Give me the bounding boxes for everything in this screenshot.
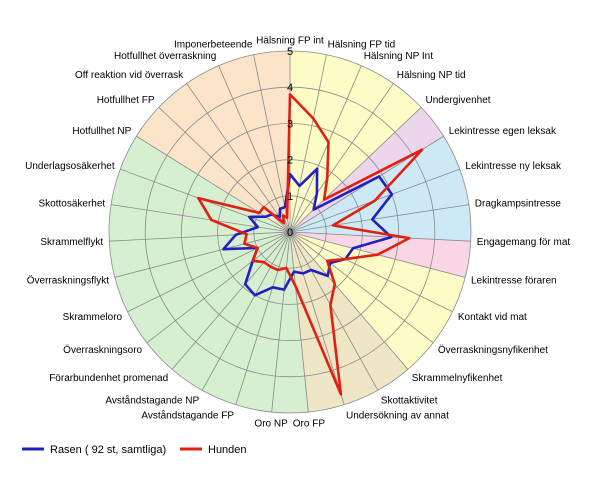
category-label-19: Förarbundenhet promenad — [49, 373, 168, 384]
spoke-15 — [289, 231, 309, 413]
category-label-3: Hälsning NP tid — [397, 70, 466, 81]
spoke-11 — [289, 231, 434, 344]
spoke-21 — [127, 231, 291, 313]
spoke-17 — [235, 231, 291, 405]
legend-label-0: Rasen ( 92 st, samtliga) — [50, 444, 166, 456]
category-label-15: Oro FP — [293, 419, 326, 430]
spoke-14 — [289, 231, 345, 405]
category-label-17: Avståndstagande FP — [141, 410, 234, 422]
tick-label-2: 2 — [287, 155, 293, 167]
category-label-9: Lekintresse föraren — [471, 276, 557, 287]
category-label-26: Hotfullhet NP — [72, 126, 131, 137]
category-label-21: Skrammeloro — [63, 312, 123, 323]
tick-label-5: 5 — [287, 46, 293, 58]
category-label-14: Undersökning av annat — [346, 411, 449, 422]
series-line-0 — [222, 167, 394, 297]
category-label-0: Hälsning FP int — [256, 36, 324, 47]
spoke-13 — [289, 231, 379, 391]
category-label-13: Skottaktivitet — [381, 395, 438, 406]
category-label-29: Hotfullhet överraskning — [114, 51, 216, 62]
category-label-12: Skrammelnyfikenhet — [412, 373, 503, 384]
category-label-30: Imponerbeteende — [174, 39, 253, 50]
sector-5 — [290, 232, 408, 413]
tick-label-1: 1 — [287, 191, 293, 203]
tick-label-0: 0 — [287, 227, 293, 239]
category-label-11: Överraskningsnyfikenhet — [438, 344, 548, 356]
spoke-18 — [201, 231, 291, 391]
category-label-16: Oro NP — [254, 419, 288, 430]
spoke-23 — [109, 231, 291, 242]
category-label-8: Engagemang för mat — [477, 237, 571, 248]
radar-series — [197, 93, 424, 396]
category-label-25: Underlagsosäkerhet — [25, 161, 115, 172]
spoke-16 — [271, 231, 291, 413]
category-label-6: Lekintresse ny leksak — [465, 161, 562, 172]
category-label-7: Dragkampsintresse — [475, 198, 562, 209]
spoke-22 — [114, 231, 291, 278]
sector-0 — [290, 51, 422, 232]
category-label-23: Skrammelflykt — [40, 237, 103, 248]
category-label-20: Överraskningsoro — [63, 344, 142, 356]
spoke-8 — [289, 231, 471, 242]
spoke-7 — [289, 204, 469, 233]
spoke-28 — [186, 83, 291, 233]
tick-label-4: 4 — [287, 82, 293, 94]
sector-7 — [136, 51, 290, 232]
spoke-1 — [289, 54, 327, 233]
category-label-22: Överraskningsflykt — [27, 275, 109, 287]
spoke-4 — [289, 107, 422, 233]
sector-6 — [109, 136, 309, 413]
spoke-20 — [146, 231, 291, 344]
spoke-2 — [289, 65, 362, 233]
spoke-12 — [289, 231, 409, 370]
spoke-30 — [253, 54, 291, 233]
spoke-24 — [111, 204, 291, 233]
category-label-24: Skottosäkerhet — [38, 198, 105, 209]
category-label-4: Undergivenhet — [426, 95, 491, 106]
spoke-29 — [218, 65, 291, 233]
category-label-18: Avståndstagande NP — [105, 394, 199, 406]
category-label-27: Hotfullhet FP — [97, 95, 155, 106]
category-label-1: Hälsning FP tid — [328, 39, 396, 50]
spoke-10 — [289, 231, 453, 313]
legend: Rasen ( 92 st, samtliga) Hunden — [22, 444, 247, 456]
category-label-5: Lekintresse egen leksak — [449, 126, 557, 137]
spoke-3 — [289, 83, 394, 233]
series-line-1 — [197, 93, 424, 396]
legend-label-1: Hunden — [208, 444, 247, 456]
tick-label-3: 3 — [287, 118, 293, 130]
radial-tick-labels: 0 1 2 3 4 5 — [287, 46, 293, 239]
spoke-19 — [171, 231, 291, 370]
category-label-10: Kontakt vid mat — [458, 312, 527, 323]
category-label-2: Hälsning NP Int — [364, 51, 434, 62]
category-label-28: Off reaktion vid överrask — [75, 70, 184, 81]
